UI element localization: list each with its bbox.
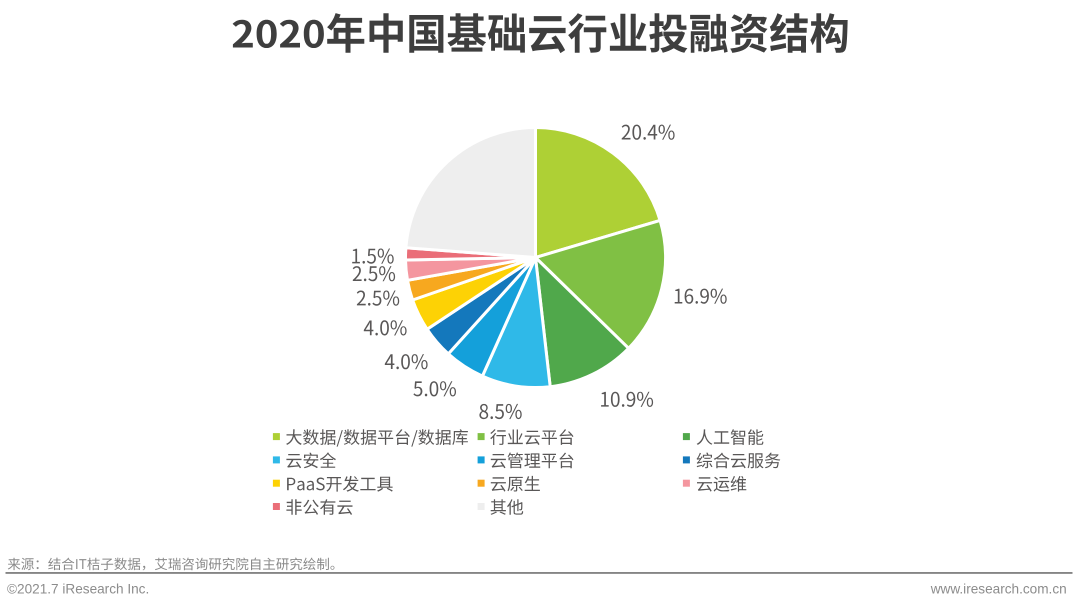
svg-text:www.iresearch.com.cn: www.iresearch.com.cn [930, 581, 1067, 596]
svg-text:©2021.7 iResearch Inc.: ©2021.7 iResearch Inc. [7, 582, 149, 597]
